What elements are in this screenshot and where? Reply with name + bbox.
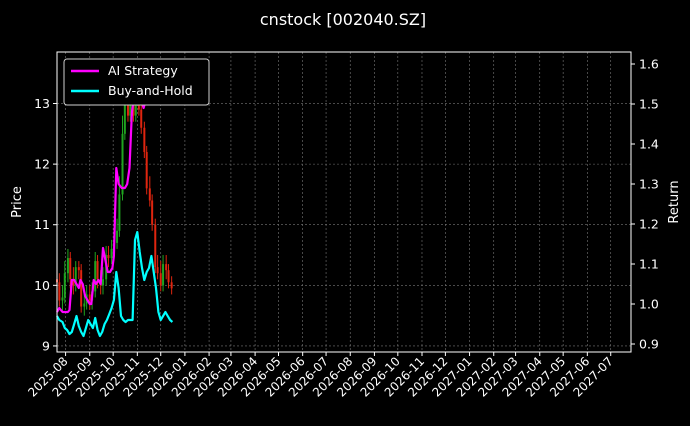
candle-body bbox=[72, 279, 75, 286]
candle-body bbox=[107, 255, 110, 259]
candle-body bbox=[116, 230, 119, 243]
left-axis: 9 10 11 12 13 bbox=[34, 96, 57, 353]
candle-body bbox=[69, 258, 72, 280]
candle-body bbox=[110, 248, 113, 259]
candle-body bbox=[140, 109, 143, 128]
candle-body bbox=[94, 261, 97, 292]
y-tick-label-left: 11 bbox=[34, 217, 50, 232]
candle-body bbox=[121, 133, 124, 195]
candle-body bbox=[80, 270, 83, 307]
y-tick-label-right: 0.9 bbox=[639, 337, 659, 352]
candle-body bbox=[170, 282, 173, 289]
candle-body bbox=[66, 258, 69, 274]
candle-body bbox=[148, 188, 151, 201]
y-tick-label-right: 1.4 bbox=[639, 137, 659, 152]
legend-label-buy-and-hold: Buy-and-Hold bbox=[108, 83, 193, 98]
candle-body bbox=[102, 279, 105, 286]
y-tick-label-left: 10 bbox=[34, 278, 50, 293]
candle-body bbox=[159, 273, 162, 286]
candle-body bbox=[96, 261, 99, 280]
candle-body bbox=[126, 97, 129, 116]
legend: AI Strategy Buy-and-Hold bbox=[63, 58, 210, 106]
candle-body bbox=[145, 152, 148, 189]
plot-frame bbox=[56, 51, 632, 353]
y-tick-label-right: 1.3 bbox=[639, 177, 659, 192]
y-tick-label-left: 13 bbox=[34, 96, 50, 111]
candle-body bbox=[156, 267, 159, 274]
candle-body bbox=[74, 267, 77, 286]
y-tick-label-left: 12 bbox=[34, 157, 50, 172]
y-tick-label-right: 1.0 bbox=[639, 297, 659, 312]
chart-title: cnstock [002040.SZ] bbox=[260, 10, 426, 29]
y-axis-label-right: Return bbox=[667, 180, 682, 223]
candle-body bbox=[118, 194, 121, 231]
candle-body bbox=[63, 273, 66, 298]
candle-body bbox=[154, 224, 157, 268]
y-tick-label-right: 1.6 bbox=[639, 57, 659, 72]
legend-label-ai-strategy: AI Strategy bbox=[108, 63, 178, 78]
candle-body bbox=[167, 270, 170, 283]
y-tick-label-right: 1.5 bbox=[639, 97, 659, 112]
candle-body bbox=[83, 303, 86, 307]
candle-body bbox=[88, 294, 91, 301]
right-axis: 0.9 1.0 1.1 1.2 1.3 1.4 1.5 1.6 bbox=[631, 57, 659, 352]
candle-body bbox=[123, 97, 126, 134]
candle-body bbox=[61, 297, 64, 301]
y-tick-label-right: 1.1 bbox=[639, 257, 659, 272]
candle-body bbox=[58, 282, 61, 301]
y-axis-label-left: Price bbox=[10, 186, 25, 218]
candle-body bbox=[151, 200, 154, 225]
candle-body bbox=[143, 127, 146, 152]
series-line-buy-and-hold bbox=[56, 230, 174, 338]
candle-body bbox=[162, 264, 165, 286]
y-tick-label-right: 1.2 bbox=[639, 217, 659, 232]
y-tick-label-left: 9 bbox=[42, 338, 50, 353]
legend-box bbox=[63, 58, 210, 106]
candle-body bbox=[77, 267, 80, 271]
candle-body bbox=[165, 264, 168, 271]
